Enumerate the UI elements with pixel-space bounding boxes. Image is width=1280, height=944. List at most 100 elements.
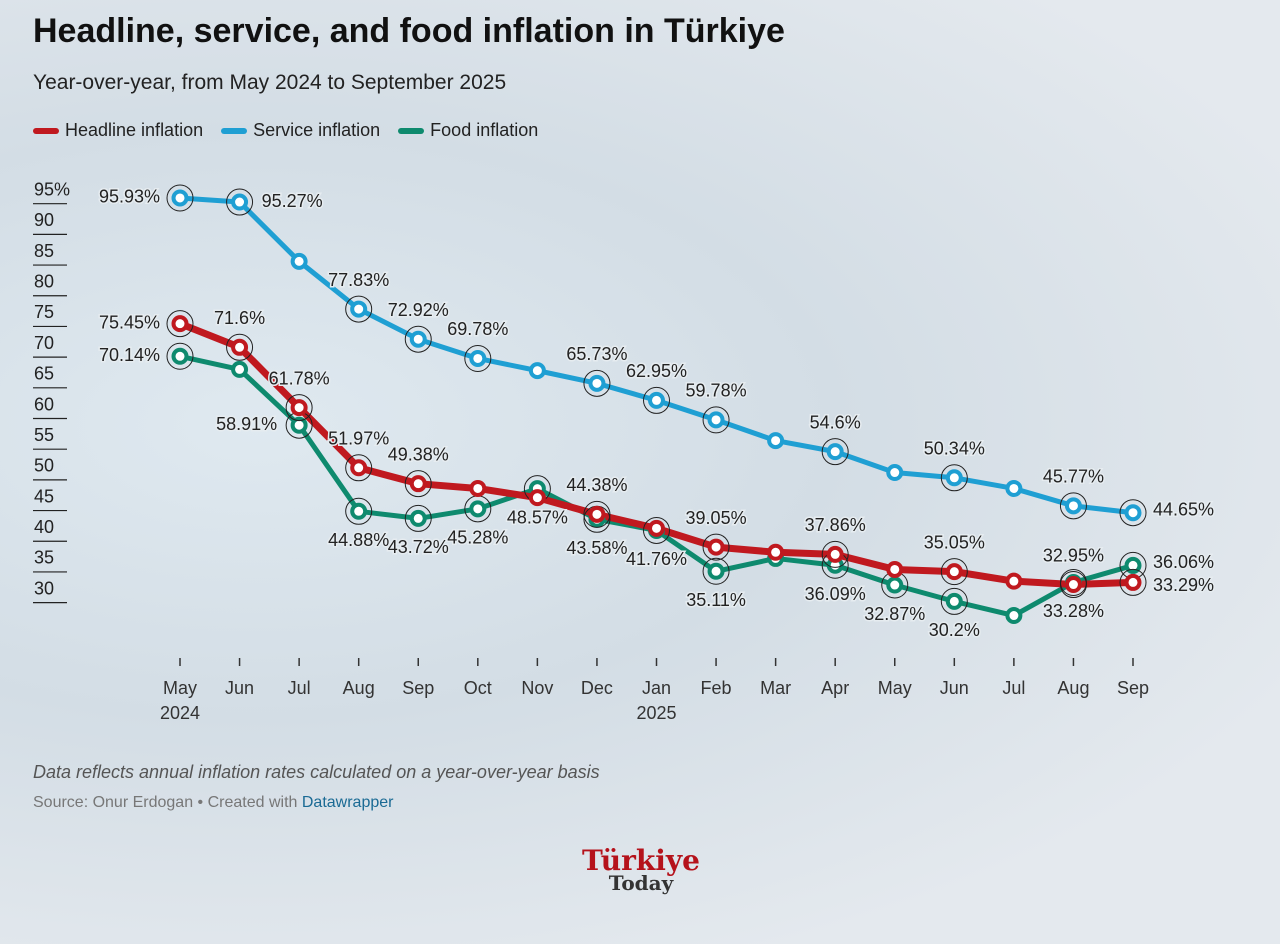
legend-label: Service inflation (253, 120, 381, 140)
legend-swatch (33, 127, 59, 134)
data-label: 33.29% (1153, 575, 1214, 595)
point (350, 300, 368, 318)
logo-sub: Today (608, 871, 674, 895)
point-highlight (1059, 492, 1087, 520)
point (707, 411, 725, 429)
point-highlight (702, 533, 730, 561)
point (290, 252, 308, 270)
x-tick-label: Jul (287, 678, 311, 698)
point-highlight (285, 394, 313, 422)
y-tick-label: 50 (34, 456, 54, 476)
point (1124, 504, 1142, 522)
x-tick-label: Aug (342, 678, 375, 698)
data-label: 95.27% (262, 191, 323, 211)
y-tick-label: 80 (34, 272, 54, 292)
point (826, 545, 844, 563)
data-label: 65.73% (566, 344, 627, 364)
point (350, 459, 368, 477)
source: Source: Onur Erdogan • Created with Data… (33, 794, 393, 812)
point-highlight (404, 470, 432, 498)
point (528, 362, 546, 380)
data-label: 75.45% (99, 312, 160, 332)
note: Data reflects annual inflation rates cal… (33, 762, 600, 782)
data-label: 54.6% (810, 412, 861, 432)
chart-title: Headline, service, and food inflation in… (33, 12, 785, 50)
logo-name: Türkiye (582, 844, 700, 877)
data-label: 43.72% (388, 537, 449, 557)
data-label: 35.05% (924, 532, 985, 552)
data-label: 45.28% (447, 528, 508, 548)
point (290, 399, 308, 417)
chart-subtitle: Year-over-year, from May 2024 to Septemb… (33, 71, 507, 94)
y-tick-label: 35 (34, 548, 54, 568)
point (886, 464, 904, 482)
point (588, 505, 606, 523)
point (648, 391, 665, 409)
point (409, 509, 427, 527)
data-label: 62.95% (626, 361, 687, 381)
point-highlight (166, 184, 194, 212)
data-label: 32.95% (1043, 545, 1104, 565)
data-label: 43.58% (566, 538, 627, 558)
point-highlight (583, 500, 611, 528)
point-highlight (345, 497, 373, 525)
y-tick-label: 85 (34, 241, 54, 261)
point (171, 347, 189, 365)
point-highlight (1119, 568, 1147, 596)
data-label: 70.14% (99, 345, 160, 365)
point (171, 189, 189, 207)
data-label: 95.93% (99, 187, 160, 207)
point (945, 469, 963, 487)
point (1064, 576, 1082, 594)
point (588, 374, 606, 392)
point-highlight (404, 504, 432, 532)
point (409, 475, 427, 493)
point (648, 519, 665, 537)
y-tick-label: 40 (34, 517, 54, 537)
point-highlight (702, 557, 730, 585)
point (231, 338, 249, 356)
data-label: 44.65% (1153, 499, 1214, 519)
point-highlight (226, 333, 254, 361)
x-tick-label: Mar (760, 678, 792, 698)
point (231, 193, 249, 211)
point-highlight (166, 342, 194, 370)
legend-swatch (398, 127, 425, 134)
point (1124, 573, 1142, 591)
y-tick-label: 75 (34, 302, 54, 322)
point-highlight (464, 344, 492, 372)
y-tick-label: 70 (34, 333, 54, 353)
x-tick-label: Apr (821, 678, 850, 698)
point-highlight (821, 438, 849, 466)
x-tick-label: Jan 2025 (636, 678, 677, 723)
data-label: 50.34% (924, 439, 985, 459)
point (469, 500, 487, 518)
point (528, 489, 546, 507)
point (469, 349, 487, 367)
x-tick-label: Jun (225, 678, 255, 698)
x-tick-label: Dec (580, 678, 613, 698)
y-tick-label: 95% (34, 179, 70, 199)
y-tick-label: 45 (34, 486, 54, 506)
data-label: 69.78% (447, 319, 508, 339)
y-tick-label: 90 (34, 210, 54, 230)
x-tick-label: Oct (463, 678, 492, 698)
legend-item: Headline inflation (33, 120, 203, 141)
data-label: 61.78% (269, 368, 330, 388)
point (409, 330, 427, 348)
point-highlight (166, 310, 194, 338)
source-text: Source: Onur Erdogan • Created with (33, 794, 298, 811)
point (767, 543, 785, 561)
source-link[interactable]: Datawrapper (301, 794, 394, 811)
y-tick-label: 30 (34, 578, 54, 598)
point (171, 315, 189, 333)
data-label: 72.92% (388, 300, 449, 320)
x-tick-label: Aug (1057, 678, 1090, 698)
point (350, 502, 368, 520)
data-label: 36.06% (1153, 552, 1214, 572)
data-label: 37.86% (805, 515, 866, 535)
point-highlight (702, 406, 730, 434)
data-label: 44.88% (328, 530, 389, 550)
